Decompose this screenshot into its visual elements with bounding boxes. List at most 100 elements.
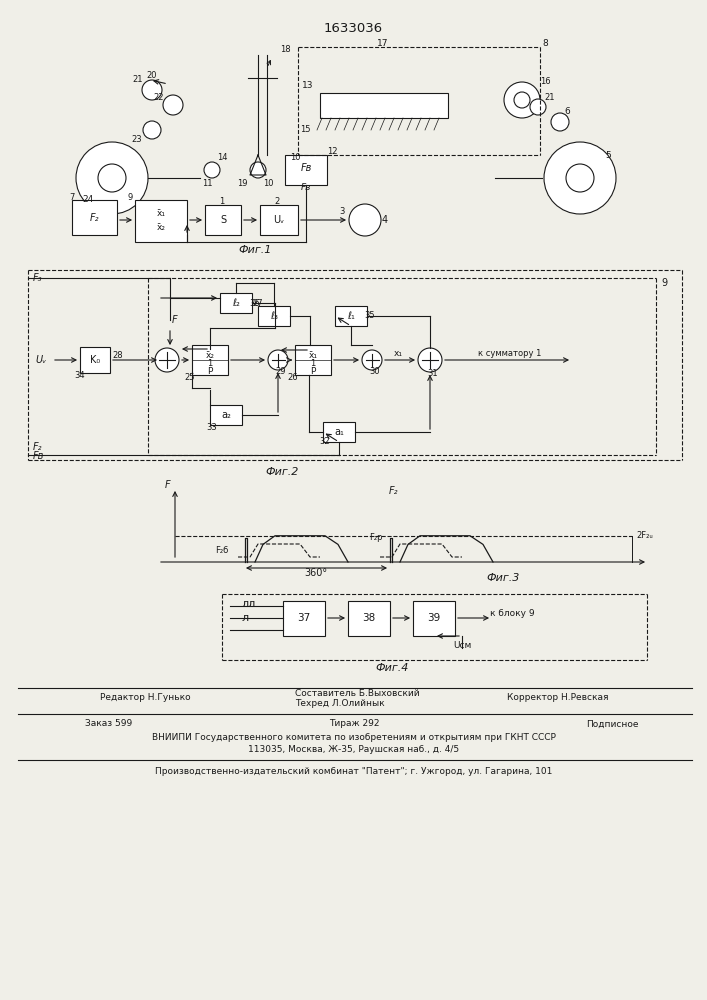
- Text: F₂: F₂: [89, 213, 99, 223]
- Text: 39: 39: [427, 613, 440, 623]
- Text: Составитель Б.Выховский: Составитель Б.Выховский: [295, 690, 420, 698]
- Text: 360°: 360°: [305, 568, 327, 578]
- Text: Заказ 599: Заказ 599: [85, 720, 132, 728]
- Circle shape: [566, 164, 594, 192]
- Text: 28: 28: [112, 352, 123, 360]
- Text: 21: 21: [545, 94, 555, 103]
- Text: 23: 23: [132, 135, 142, 144]
- Text: 15: 15: [300, 125, 310, 134]
- Circle shape: [551, 113, 569, 131]
- Circle shape: [143, 121, 161, 139]
- Text: F₂б: F₂б: [216, 546, 228, 555]
- Text: Производственно-издательский комбинат "Патент"; г. Ужгород, ул. Гагарина, 101: Производственно-издательский комбинат "П…: [156, 768, 553, 776]
- Text: Подписное: Подписное: [586, 720, 638, 728]
- Circle shape: [504, 82, 540, 118]
- Bar: [283, 601, 325, 636]
- Text: 9: 9: [127, 192, 133, 202]
- Circle shape: [163, 95, 183, 115]
- Text: Uᵥ: Uᵥ: [274, 215, 285, 225]
- Text: к сумматору 1: к сумматору 1: [479, 349, 542, 358]
- Text: Фиг.1: Фиг.1: [238, 245, 271, 255]
- Bar: [210, 405, 242, 425]
- Text: 32: 32: [320, 438, 330, 446]
- Text: Тираж 292: Тираж 292: [329, 720, 379, 728]
- Text: 1: 1: [207, 360, 213, 368]
- Text: 9: 9: [661, 278, 667, 288]
- Bar: [80, 347, 110, 373]
- Text: 33: 33: [206, 422, 217, 432]
- Text: л: л: [242, 613, 249, 623]
- Text: ℓ₁: ℓ₁: [347, 311, 355, 321]
- Text: K₀: K₀: [90, 355, 100, 365]
- Text: F: F: [173, 315, 178, 325]
- Circle shape: [204, 162, 220, 178]
- Text: 20: 20: [147, 70, 157, 80]
- Circle shape: [530, 99, 546, 115]
- Text: 10: 10: [290, 152, 300, 161]
- Text: 3: 3: [339, 208, 345, 217]
- Text: 22: 22: [153, 93, 164, 102]
- Text: 2: 2: [274, 198, 280, 207]
- Circle shape: [98, 164, 126, 192]
- Text: Техред Л.Олийнык: Техред Л.Олийнык: [295, 700, 385, 708]
- Text: F: F: [165, 480, 171, 490]
- Text: a₁: a₁: [334, 427, 344, 437]
- Bar: [260, 205, 298, 235]
- Bar: [295, 345, 331, 375]
- Circle shape: [76, 142, 148, 214]
- Text: Корректор Н.Ревская: Корректор Н.Ревская: [507, 694, 609, 702]
- Text: 1: 1: [219, 198, 225, 207]
- Text: 26: 26: [288, 372, 298, 381]
- Circle shape: [250, 162, 266, 178]
- Text: 7: 7: [69, 192, 75, 202]
- Text: 14: 14: [217, 153, 227, 162]
- Text: Фиг.4: Фиг.4: [375, 663, 409, 673]
- Text: 1: 1: [310, 360, 315, 368]
- Text: 16: 16: [539, 78, 550, 87]
- Text: F₂: F₂: [388, 486, 398, 496]
- Bar: [323, 422, 355, 442]
- Text: Fв: Fв: [300, 184, 311, 192]
- Bar: [220, 293, 252, 313]
- Bar: [320, 93, 448, 118]
- Circle shape: [362, 350, 382, 370]
- Text: Uсм: Uсм: [452, 641, 471, 650]
- Text: 8: 8: [542, 38, 548, 47]
- Circle shape: [142, 80, 162, 100]
- Text: 21: 21: [133, 76, 144, 85]
- Circle shape: [544, 142, 616, 214]
- Text: x̄₁: x̄₁: [308, 351, 317, 360]
- Text: 31: 31: [428, 369, 438, 378]
- Text: Редактор Н.Гунько: Редактор Н.Гунько: [100, 694, 191, 702]
- Text: 19: 19: [237, 178, 247, 188]
- Circle shape: [418, 348, 442, 372]
- Text: 37: 37: [298, 613, 310, 623]
- Text: к блоку 9: к блоку 9: [490, 608, 534, 617]
- Bar: [205, 205, 241, 235]
- Text: x̄₂: x̄₂: [206, 351, 214, 360]
- Text: 113035, Москва, Ж-35, Раушская наб., д. 4/5: 113035, Москва, Ж-35, Раушская наб., д. …: [248, 746, 460, 754]
- Circle shape: [155, 348, 179, 372]
- Text: ВНИИПИ Государственного комитета по изобретениям и открытиям при ГКНТ СССР: ВНИИПИ Государственного комитета по изоб…: [152, 734, 556, 742]
- Text: F₂р: F₂р: [369, 533, 382, 542]
- Text: 36: 36: [250, 298, 260, 308]
- Text: Fв: Fв: [33, 451, 45, 461]
- Text: 12: 12: [327, 147, 337, 156]
- Text: 1633036: 1633036: [323, 21, 382, 34]
- Text: 13: 13: [303, 82, 314, 91]
- Text: F₃: F₃: [33, 273, 42, 283]
- Text: x₁: x₁: [394, 350, 402, 359]
- Circle shape: [268, 350, 288, 370]
- Text: 24: 24: [83, 196, 93, 205]
- Text: 30: 30: [370, 367, 380, 376]
- Text: 25: 25: [185, 372, 195, 381]
- Text: 11: 11: [201, 178, 212, 188]
- Bar: [285, 155, 327, 185]
- Text: ℓ₂: ℓ₂: [232, 298, 240, 308]
- Text: 34: 34: [75, 370, 86, 379]
- Text: x̄₂: x̄₂: [156, 224, 165, 232]
- Text: Fв: Fв: [300, 163, 312, 173]
- Text: ℓ₃: ℓ₃: [270, 311, 278, 321]
- Text: 4: 4: [382, 215, 388, 225]
- Text: S: S: [220, 215, 226, 225]
